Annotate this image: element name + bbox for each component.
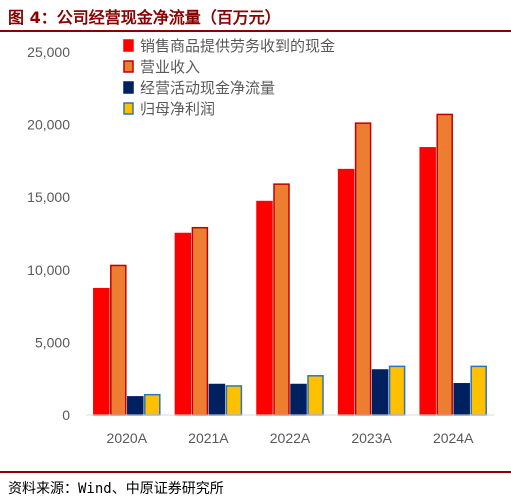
legend-label: 销售商品提供劳务收到的现金 bbox=[140, 37, 335, 55]
title-divider bbox=[0, 30, 511, 32]
x-tick-label: 2023A bbox=[351, 430, 392, 446]
legend-label: 营业收入 bbox=[140, 58, 200, 76]
bar-2020A-1 bbox=[110, 264, 127, 416]
bar-2021A-1 bbox=[191, 226, 209, 416]
source-note: 资料来源：Wind、中原证券研究所 bbox=[8, 481, 224, 497]
bar-2023A-3 bbox=[388, 365, 406, 416]
x-axis-ticks: 2020A 2021A 2022A 2023A 2024A bbox=[107, 430, 475, 446]
bar-2022A-1 bbox=[273, 183, 290, 416]
x-tick-label: 2022A bbox=[270, 430, 311, 446]
chart-title: 图 4：公司经营现金净流量（百万元） bbox=[8, 8, 281, 27]
bar-2023A-0 bbox=[337, 168, 355, 416]
y-tick-label: 25,000 bbox=[27, 44, 70, 60]
y-tick-label: 20,000 bbox=[27, 117, 70, 133]
bar-2020A-2 bbox=[127, 396, 144, 416]
legend-swatch bbox=[123, 102, 134, 115]
bar-chart: 0 5,000 10,000 15,000 20,000 25,000 2020A 2021… bbox=[27, 37, 494, 446]
footer-divider bbox=[0, 471, 511, 473]
y-axis-ticks: 0 5,000 10,000 15,000 20,000 25,000 bbox=[27, 44, 70, 423]
legend-swatch bbox=[123, 81, 134, 94]
bar-2021A-2 bbox=[208, 383, 226, 416]
y-tick-label: 15,000 bbox=[27, 189, 70, 205]
bar-2022A-3 bbox=[307, 375, 324, 416]
x-tick-label: 2024A bbox=[433, 430, 474, 446]
legend-swatch bbox=[123, 60, 134, 73]
bar-2024A-2 bbox=[453, 383, 470, 416]
bar-2024A-0 bbox=[419, 147, 436, 416]
legend-swatch bbox=[123, 39, 134, 52]
bar-2022A-0 bbox=[256, 200, 273, 416]
bar-2023A-2 bbox=[371, 369, 389, 416]
x-tick-label: 2021A bbox=[188, 430, 229, 446]
bar-2021A-3 bbox=[225, 385, 243, 416]
bar-2024A-3 bbox=[470, 365, 487, 416]
y-tick-label: 10,000 bbox=[27, 262, 70, 278]
bar-2020A-0 bbox=[93, 287, 110, 416]
x-tick-label: 2020A bbox=[107, 430, 148, 446]
bar-2020A-3 bbox=[144, 393, 161, 416]
y-tick-label: 5,000 bbox=[35, 334, 70, 350]
bar-2022A-2 bbox=[290, 383, 307, 416]
bar-2023A-1 bbox=[354, 122, 372, 416]
bar-2021A-0 bbox=[174, 232, 192, 416]
legend-label: 归母净利润 bbox=[140, 100, 215, 118]
y-tick-label: 0 bbox=[62, 407, 70, 423]
legend-label: 经营活动现金净流量 bbox=[140, 79, 275, 97]
bar-2024A-1 bbox=[436, 113, 453, 416]
bar-series bbox=[93, 113, 487, 416]
